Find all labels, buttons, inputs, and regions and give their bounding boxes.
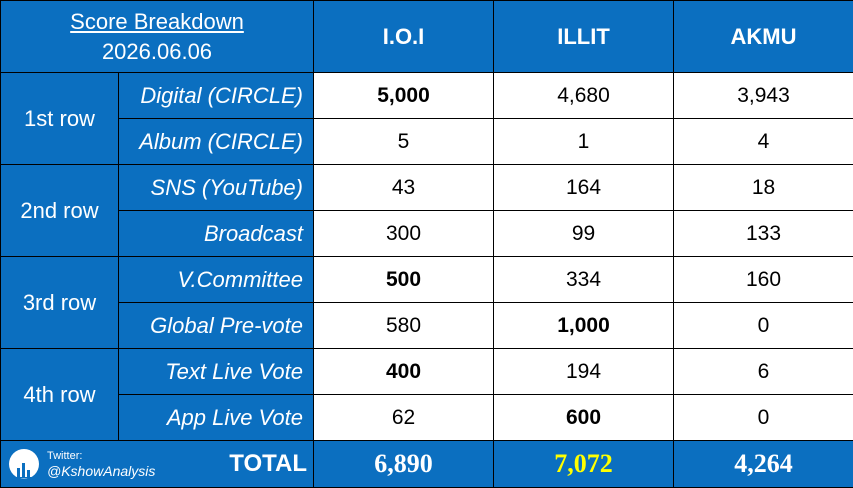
score-cell: 99 <box>494 211 674 257</box>
total-value-ioi: 6,890 <box>314 441 494 488</box>
category-label: App Live Vote <box>119 395 314 441</box>
category-label: SNS (YouTube) <box>119 165 314 211</box>
team-header-ioi: I.O.I <box>314 1 494 73</box>
score-cell: 600 <box>494 395 674 441</box>
table-row: Global Pre-vote 580 1,000 0 <box>1 303 853 349</box>
bar-chart-icon <box>9 449 39 479</box>
total-value-akmu: 4,264 <box>674 441 853 488</box>
category-label: Album (CIRCLE) <box>119 119 314 165</box>
team-header-akmu: AKMU <box>674 1 853 73</box>
score-cell: 400 <box>314 349 494 395</box>
table-row: Album (CIRCLE) 5 1 4 <box>1 119 853 165</box>
score-cell: 43 <box>314 165 494 211</box>
score-cell: 0 <box>674 303 853 349</box>
team-header-illit: ILLIT <box>494 1 674 73</box>
row-group-label: 1st row <box>1 73 119 165</box>
score-cell: 5 <box>314 119 494 165</box>
score-cell: 18 <box>674 165 853 211</box>
row-group-label: 2nd row <box>1 165 119 257</box>
score-cell: 62 <box>314 395 494 441</box>
score-cell: 500 <box>314 257 494 303</box>
score-cell: 133 <box>674 211 853 257</box>
total-label-cell: Twitter: @KshowAnalysis TOTAL <box>1 441 314 488</box>
score-cell: 160 <box>674 257 853 303</box>
score-cell: 300 <box>314 211 494 257</box>
table-row: Broadcast 300 99 133 <box>1 211 853 257</box>
score-cell: 4,680 <box>494 73 674 119</box>
score-cell: 6 <box>674 349 853 395</box>
total-label: TOTAL <box>229 450 313 478</box>
score-cell: 164 <box>494 165 674 211</box>
category-label: Broadcast <box>119 211 314 257</box>
total-value-illit: 7,072 <box>494 441 674 488</box>
score-cell: 4 <box>674 119 853 165</box>
category-label: Digital (CIRCLE) <box>119 73 314 119</box>
table-row: 4th row Text Live Vote 400 194 6 <box>1 349 853 395</box>
table-date: 2026.06.06 <box>1 37 313 67</box>
score-cell: 194 <box>494 349 674 395</box>
total-row: Twitter: @KshowAnalysis TOTAL 6,890 7,07… <box>1 441 853 488</box>
score-cell: 1,000 <box>494 303 674 349</box>
score-cell: 5,000 <box>314 73 494 119</box>
category-label: Global Pre-vote <box>119 303 314 349</box>
table-row: 1st row Digital (CIRCLE) 5,000 4,680 3,9… <box>1 73 853 119</box>
row-group-label: 4th row <box>1 349 119 441</box>
category-label: Text Live Vote <box>119 349 314 395</box>
table-row: 2nd row SNS (YouTube) 43 164 18 <box>1 165 853 211</box>
table-row: App Live Vote 62 600 0 <box>1 395 853 441</box>
table-title-cell: Score Breakdown 2026.06.06 <box>1 1 314 73</box>
score-cell: 0 <box>674 395 853 441</box>
score-cell: 1 <box>494 119 674 165</box>
category-label: V.Committee <box>119 257 314 303</box>
credit-handle: @KshowAnalysis <box>47 464 155 479</box>
score-cell: 580 <box>314 303 494 349</box>
score-cell: 334 <box>494 257 674 303</box>
table-title: Score Breakdown <box>1 7 313 37</box>
table-row: 3rd row V.Committee 500 334 160 <box>1 257 853 303</box>
twitter-credit: Twitter: @KshowAnalysis <box>1 449 155 479</box>
row-group-label: 3rd row <box>1 257 119 349</box>
score-cell: 3,943 <box>674 73 853 119</box>
credit-platform: Twitter: <box>47 449 155 464</box>
